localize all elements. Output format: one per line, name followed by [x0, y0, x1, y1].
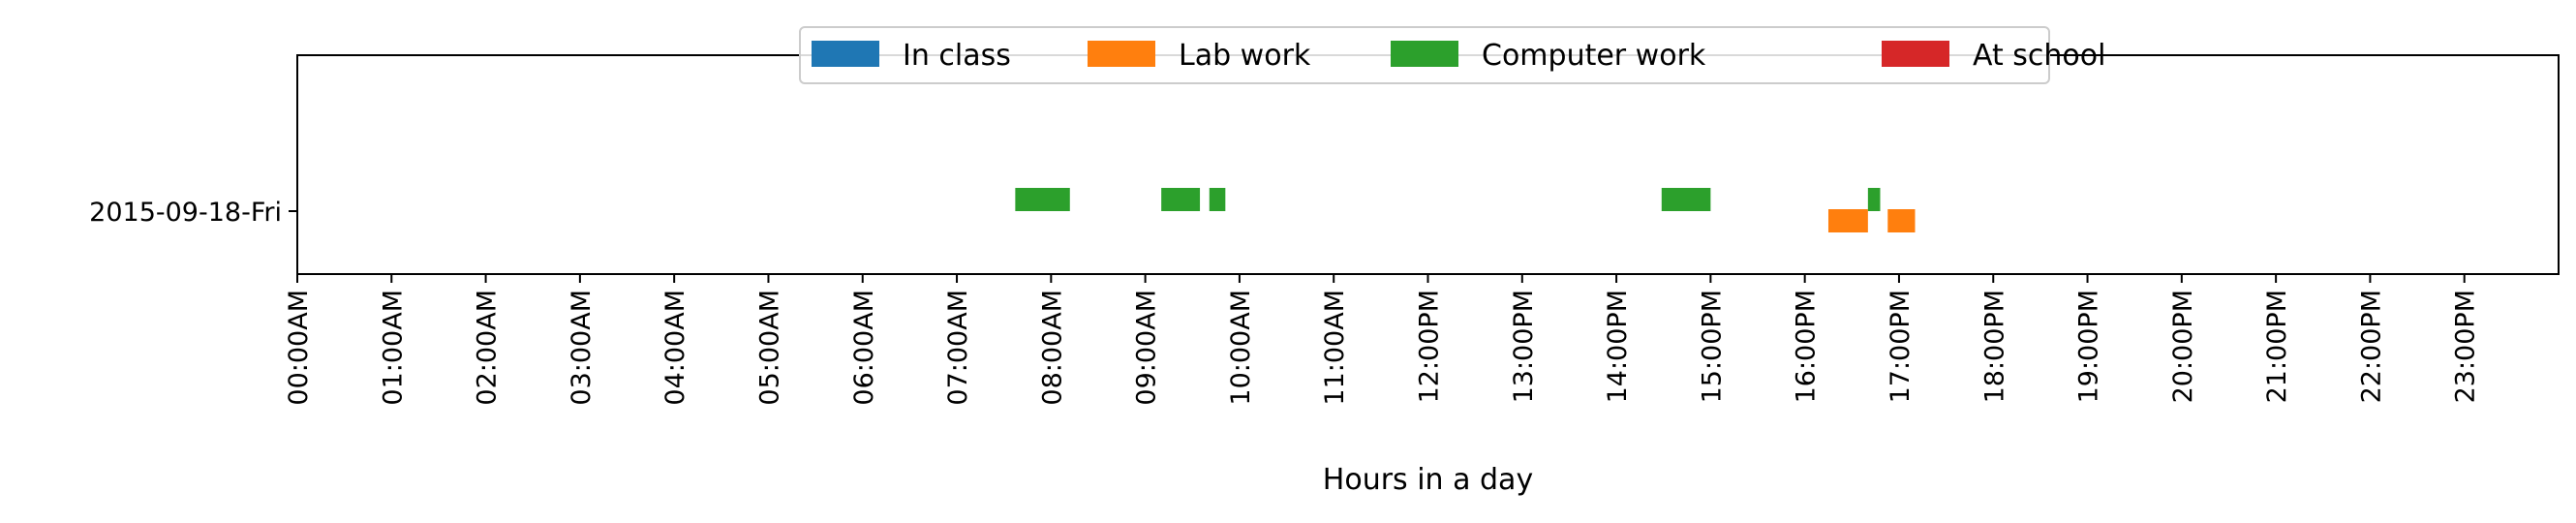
x-tick-label: 18:00PM	[1979, 290, 2009, 403]
plot-frame	[296, 54, 2560, 275]
x-tick-label: 08:00AM	[1037, 290, 1067, 406]
x-tick-label: 01:00AM	[378, 290, 408, 406]
x-tick-label: 12:00PM	[1415, 290, 1445, 403]
y-tick-label: 2015-09-18-Fri	[89, 198, 282, 228]
x-tick-label: 00:00AM	[284, 290, 314, 406]
x-tick-label: 11:00AM	[1320, 290, 1350, 406]
legend-swatch-in-class	[812, 41, 879, 67]
legend-label: Computer work	[1482, 39, 1706, 73]
legend-swatch-lab-work	[1088, 41, 1155, 67]
x-tick-label: 16:00PM	[1792, 290, 1822, 403]
x-tick-label: 13:00PM	[1509, 290, 1539, 403]
bar-computer-work-4	[1867, 188, 1881, 211]
bar-computer-work-2	[1209, 188, 1226, 211]
x-tick-label: 14:00PM	[1603, 290, 1633, 403]
x-tick-label: 21:00PM	[2262, 290, 2292, 403]
bar-layer	[1015, 188, 1916, 232]
x-tick-label: 23:00PM	[2451, 290, 2481, 403]
legend-swatch-at-school	[1882, 41, 1949, 67]
x-tick-label: 03:00AM	[567, 290, 597, 406]
legend-label: In class	[903, 39, 1011, 73]
legend: In class Lab work Computer work At school	[799, 26, 2105, 84]
x-tick-label: 02:00AM	[473, 290, 503, 406]
bar-lab-work-0	[1827, 209, 1868, 232]
x-axis: 00:00AM 01:00AM 02:00AM 03:00AM 04:00AM 05:00…	[284, 274, 2481, 406]
bar-computer-work-0	[1015, 188, 1070, 211]
x-tick-label: 22:00PM	[2356, 290, 2386, 403]
y-axis: 2015-09-18-Fri	[89, 198, 297, 228]
x-tick-label: 17:00PM	[1886, 290, 1916, 403]
x-tick-label: 04:00AM	[660, 290, 690, 406]
x-tick-label: 20:00PM	[2168, 290, 2198, 403]
legend-swatch-computer-work	[1391, 41, 1458, 67]
x-tick-label: 10:00AM	[1226, 290, 1256, 406]
x-tick-label: 15:00PM	[1697, 290, 1727, 403]
legend-label: Lab work	[1179, 39, 1311, 73]
x-tick-label: 19:00PM	[2074, 290, 2104, 403]
bar-computer-work-1	[1161, 188, 1201, 211]
x-tick-label: 07:00AM	[943, 290, 973, 406]
x-tick-label: 06:00AM	[849, 290, 879, 406]
legend-label: At school	[1973, 39, 2105, 73]
x-axis-label: Hours in a day	[1323, 463, 1533, 497]
bar-lab-work-1	[1887, 209, 1916, 232]
bar-computer-work-3	[1661, 188, 1711, 211]
x-tick-label: 09:00AM	[1132, 290, 1162, 406]
x-tick-label: 05:00AM	[754, 290, 784, 406]
